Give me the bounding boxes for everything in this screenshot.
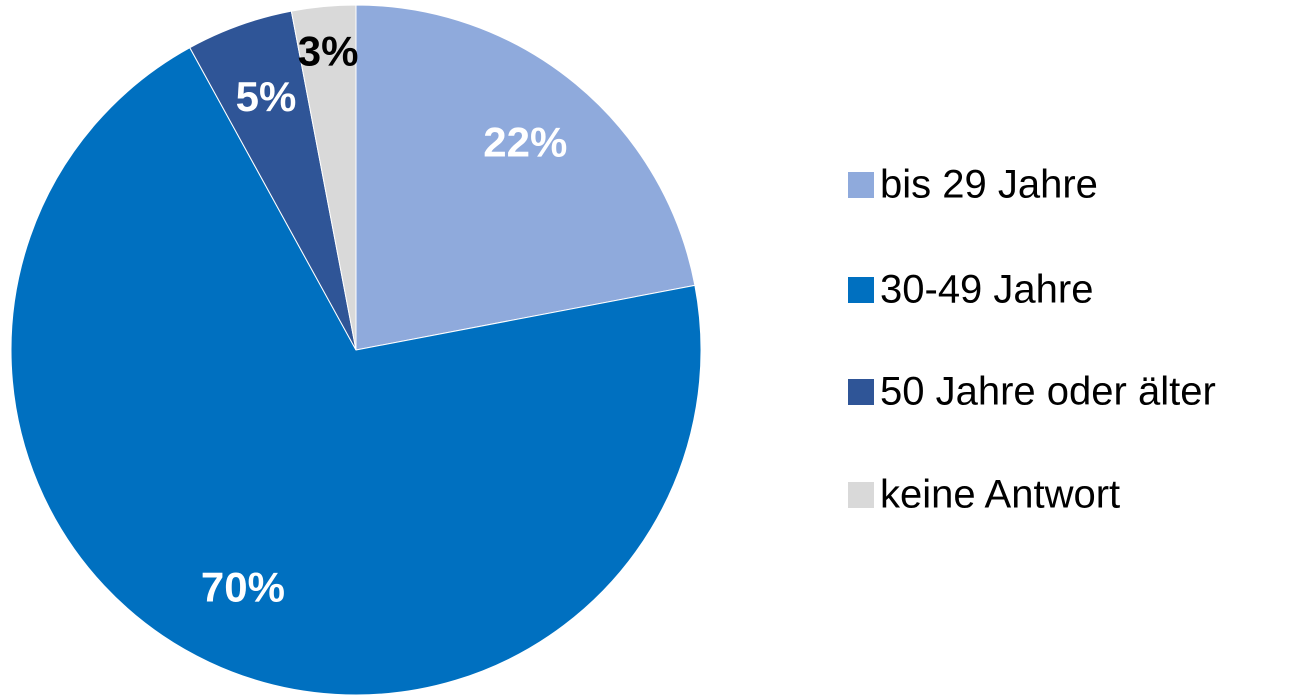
pie-slice xyxy=(290,4,357,351)
value-label: 22% xyxy=(483,118,567,165)
legend-swatch xyxy=(848,482,874,508)
legend-swatch xyxy=(848,379,874,405)
legend-label: 30-49 Jahre xyxy=(880,268,1093,312)
legend-label: bis 29 Jahre xyxy=(880,163,1098,207)
legend-label: 50 Jahre oder älter xyxy=(880,370,1216,414)
legend-label: keine Antwort xyxy=(880,473,1120,517)
value-label: 70% xyxy=(201,563,285,610)
value-label: 5% xyxy=(236,73,297,120)
legend-swatch xyxy=(848,277,874,303)
value-label: 3% xyxy=(298,28,359,75)
legend-swatch xyxy=(848,172,874,198)
pie-slice xyxy=(355,4,696,351)
pie-slice xyxy=(10,46,702,696)
